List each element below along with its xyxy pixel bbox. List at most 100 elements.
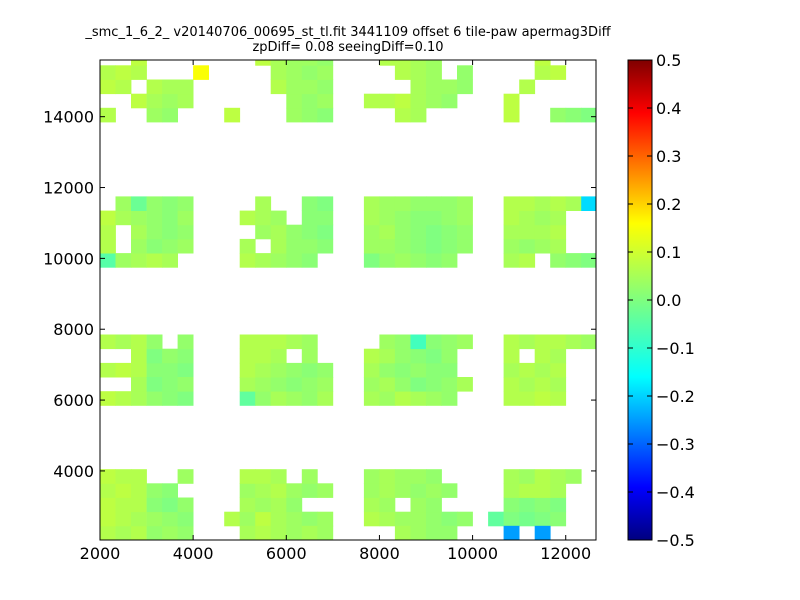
heatmap-cell	[301, 196, 318, 211]
heatmap-cell	[131, 93, 147, 109]
heatmap-cell	[394, 224, 411, 240]
heatmap-cell	[239, 334, 256, 350]
heatmap-cell	[115, 497, 132, 513]
heatmap-cell	[146, 210, 163, 226]
heatmap-cell	[100, 511, 116, 527]
heatmap-cell	[270, 511, 287, 527]
heatmap-cell	[379, 224, 396, 240]
heatmap-cell	[410, 483, 427, 498]
heatmap-cell	[239, 497, 256, 513]
heatmap-cell	[301, 525, 318, 541]
heatmap-cell	[317, 525, 334, 541]
heatmap-cell	[239, 253, 256, 268]
heatmap-cell	[503, 253, 520, 268]
heatmap-cell	[317, 511, 334, 527]
heatmap-cell	[100, 391, 116, 406]
heatmap-cell	[394, 238, 411, 254]
heatmap-cell	[286, 60, 303, 66]
x-tick-label: 6000	[266, 544, 307, 563]
heatmap-cell	[363, 483, 380, 498]
heatmap-cell	[550, 224, 567, 240]
heatmap-cell	[519, 253, 536, 268]
heatmap-cell	[394, 65, 411, 80]
heatmap-cell	[162, 196, 178, 211]
heatmap-cell	[270, 377, 287, 392]
heatmap-cell	[363, 210, 380, 226]
heatmap-cell	[286, 253, 303, 268]
heatmap-cell	[426, 377, 442, 392]
heatmap-cell	[441, 525, 458, 541]
heatmap-cell	[379, 362, 396, 378]
heatmap-cell	[317, 93, 334, 109]
heatmap-cell	[534, 525, 551, 541]
heatmap-cell	[162, 348, 178, 364]
heatmap-cell	[270, 483, 287, 498]
heatmap-cell	[146, 377, 163, 392]
heatmap-cell	[286, 497, 303, 513]
heatmap-cell	[503, 469, 520, 484]
heatmap-cell	[394, 253, 411, 268]
heatmap-cell	[379, 391, 396, 406]
heatmap-cell	[270, 334, 287, 350]
heatmap-cell	[519, 483, 536, 498]
heatmap-cell	[534, 65, 551, 80]
heatmap-cell	[162, 511, 178, 527]
colorbar-tick-label: −0.1	[656, 339, 695, 358]
heatmap-cell	[394, 348, 411, 364]
colorbar-tick-label: 0.5	[656, 51, 681, 70]
heatmap-cell	[426, 511, 442, 527]
heatmap-cell	[131, 334, 147, 350]
heatmap-cell	[534, 469, 551, 484]
heatmap-cell	[177, 511, 194, 527]
heatmap-cell	[317, 210, 334, 226]
heatmap-cell	[255, 469, 272, 484]
heatmap-cell	[270, 362, 287, 378]
heatmap-cell	[534, 497, 551, 513]
heatmap-cell	[534, 224, 551, 240]
heatmap-cell	[115, 210, 132, 226]
heatmap-cell	[503, 483, 520, 498]
heatmap-cell	[255, 60, 272, 66]
heatmap-cell	[301, 93, 318, 109]
heatmap-cell	[410, 334, 427, 350]
heatmap-cell	[301, 65, 318, 80]
heatmap-cell	[131, 238, 147, 254]
heatmap-cell	[379, 497, 396, 513]
heatmap-cell	[519, 391, 536, 406]
heatmap-cell	[270, 497, 287, 513]
colorbar-tick-label: −0.5	[656, 531, 695, 550]
heatmap-cell	[270, 60, 287, 66]
heatmap-cell	[457, 334, 473, 350]
colorbar-tick-label: −0.4	[656, 483, 695, 502]
x-tick-label: 12000	[540, 544, 591, 563]
heatmap-cell	[534, 362, 551, 378]
heatmap-cell	[224, 107, 241, 123]
heatmap-cell	[441, 348, 458, 364]
heatmap-cell	[550, 348, 567, 364]
heatmap-cell	[177, 238, 194, 254]
heatmap-cell	[550, 334, 567, 350]
heatmap-cell	[100, 334, 116, 350]
heatmap-cell	[426, 196, 442, 211]
heatmap-cell	[550, 362, 567, 378]
heatmap-cell	[270, 348, 287, 364]
heatmap-cell	[379, 196, 396, 211]
heatmap-cell	[317, 224, 334, 240]
heatmap-cell	[394, 362, 411, 378]
heatmap-cell	[426, 362, 442, 378]
heatmap-cell	[286, 224, 303, 240]
heatmap-cell	[565, 469, 582, 484]
heatmap-cell	[162, 483, 178, 498]
heatmap-cell	[410, 196, 427, 211]
heatmap-cell	[317, 377, 334, 392]
heatmap-cell	[255, 483, 272, 498]
heatmap-cell	[441, 362, 458, 378]
heatmap-cell	[239, 511, 256, 527]
heatmap-cell	[503, 210, 520, 226]
heatmap-cell	[457, 210, 473, 226]
heatmap-cell	[177, 334, 194, 350]
heatmap-cell	[146, 348, 163, 364]
heatmap-cell	[301, 469, 318, 484]
heatmap-cell	[457, 511, 473, 527]
heatmap-cell	[239, 483, 256, 498]
